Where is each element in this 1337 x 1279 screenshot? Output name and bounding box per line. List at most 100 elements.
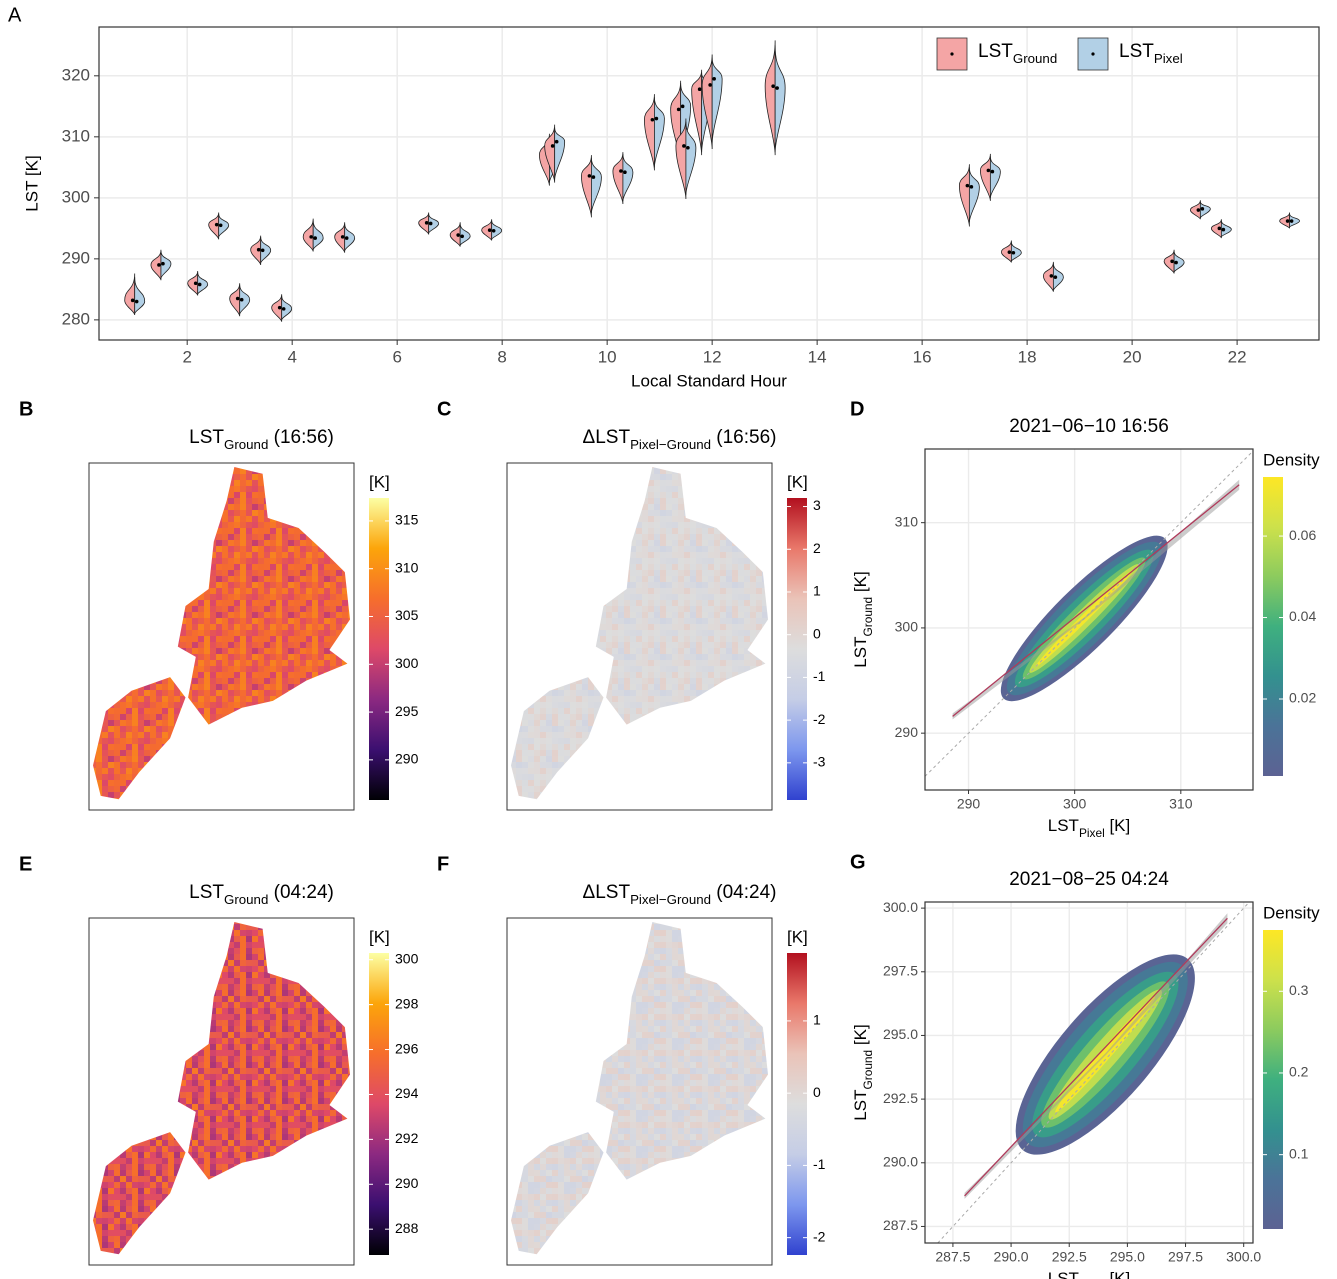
colorbar-tick-label: 0.06 <box>1289 527 1316 543</box>
fit-ribbon <box>952 479 1240 720</box>
panel-label: B <box>19 398 33 420</box>
colorbar-tick-label: 3 <box>813 497 821 513</box>
colorbar <box>369 953 389 1255</box>
colorbar-tick-label: 315 <box>395 512 419 528</box>
violin-half <box>1210 219 1222 239</box>
map-title-part: LST <box>189 427 224 448</box>
colorbar-tick-label: 290 <box>395 1175 419 1191</box>
median-point <box>965 183 970 188</box>
identity-line <box>937 901 1250 1244</box>
violin-half <box>654 97 665 168</box>
fit-ribbon <box>964 913 1228 1199</box>
violin-half <box>691 69 703 156</box>
x-axis-label: LSTPixel [K] <box>1048 1269 1130 1279</box>
x-tick-label: 14 <box>808 347 827 366</box>
violin-half <box>281 295 293 321</box>
map-title-part: ΔLST <box>583 427 631 448</box>
y-tick-label: 290.0 <box>883 1153 918 1169</box>
colorbar-tick-label: 0.04 <box>1289 608 1316 624</box>
median-point <box>235 296 240 301</box>
violin-half <box>334 222 346 253</box>
colorbar-tick-label: 0 <box>813 1084 821 1100</box>
violin-half <box>1279 212 1290 229</box>
median-point <box>1221 227 1226 232</box>
y-tick-label: 300.0 <box>883 899 918 915</box>
y-tick-label: 300 <box>62 187 90 206</box>
median-point <box>214 222 219 227</box>
map-title-part: Ground <box>224 437 268 452</box>
median-point <box>680 104 685 109</box>
median-point <box>277 305 282 310</box>
violin-half <box>544 124 556 183</box>
legend-label-part: Ground <box>1013 51 1057 66</box>
violin-half <box>344 223 356 252</box>
median-point <box>281 307 286 311</box>
colorbar-tick-label: 2 <box>813 540 821 556</box>
panel-label: E <box>19 853 32 875</box>
violin-half <box>591 157 602 214</box>
violin-half <box>989 156 1001 198</box>
median-point <box>1196 208 1201 212</box>
median-point <box>130 298 135 303</box>
x-tick-label: 295.0 <box>1110 1249 1145 1265</box>
violin-half <box>481 219 493 241</box>
colorbar-tick-label: -1 <box>813 668 826 684</box>
violin-half <box>1052 263 1064 291</box>
colorbar <box>787 498 807 800</box>
colorbar-tick-label: 295 <box>395 703 419 719</box>
plot-frame <box>924 448 1254 791</box>
x-axis-label-part: [K] <box>1105 816 1131 835</box>
colorbar-tick-label: 0.1 <box>1289 1145 1309 1161</box>
map-title: ΔLSTPixel−Ground (16:56) <box>583 427 777 452</box>
median-point <box>340 235 345 239</box>
violin-half <box>1010 241 1022 262</box>
median-point <box>491 228 496 233</box>
violin-half <box>979 153 991 201</box>
median-point <box>239 297 244 302</box>
x-tick-label: 10 <box>598 347 617 366</box>
legend-label-part: LST <box>1119 41 1154 62</box>
x-tick-label: 300 <box>1063 796 1087 812</box>
x-axis-label-part: LST <box>1048 1269 1079 1279</box>
violin-half <box>1289 213 1301 228</box>
median-point <box>313 236 317 240</box>
violin-half <box>644 94 655 171</box>
map-title-part: (16:56) <box>711 427 776 448</box>
colorbar-title: [K] <box>787 472 808 491</box>
legend-label-part: Pixel <box>1154 51 1183 66</box>
median-point <box>161 261 165 266</box>
x-axis-label-part: [K] <box>1105 1269 1131 1279</box>
x-axis-label: Local Standard Hour <box>631 371 787 390</box>
median-point <box>708 83 712 87</box>
colorbar-tick-label: -1 <box>813 1156 826 1172</box>
x-tick-label: 8 <box>497 347 506 366</box>
x-tick-label: 292.5 <box>1052 1249 1087 1265</box>
median-point <box>623 170 627 175</box>
y-axis-label: LSTGround [K] <box>851 1024 875 1120</box>
median-point <box>775 86 779 90</box>
map-title: ΔLSTPixel−Ground (04:24) <box>583 882 777 907</box>
map-title-part: ΔLST <box>583 882 631 903</box>
map-title-part: Pixel−Ground <box>630 437 711 452</box>
violin-half <box>1173 250 1185 273</box>
y-tick-label: 300 <box>895 619 919 635</box>
panel-label: D <box>850 398 864 420</box>
colorbar-tick-label: 292 <box>395 1130 419 1146</box>
colorbar <box>787 953 807 1255</box>
x-tick-label: 2 <box>182 347 191 366</box>
colorbar-tick-label: -2 <box>813 1228 826 1244</box>
median-point <box>424 221 429 225</box>
violin-half <box>491 220 503 240</box>
violin-half <box>124 273 136 316</box>
violin-half <box>449 222 461 247</box>
map-title-part: Ground <box>224 892 268 907</box>
colorbar-tick-label: 0.2 <box>1289 1064 1309 1080</box>
colorbar-title: [K] <box>369 472 390 491</box>
median-point <box>157 263 161 267</box>
median-point <box>969 185 974 189</box>
violin-half <box>312 220 324 250</box>
median-point <box>1170 259 1174 264</box>
violin-half <box>1220 220 1232 238</box>
map-title: LSTGround (04:24) <box>189 882 334 907</box>
violin-half <box>612 152 624 204</box>
